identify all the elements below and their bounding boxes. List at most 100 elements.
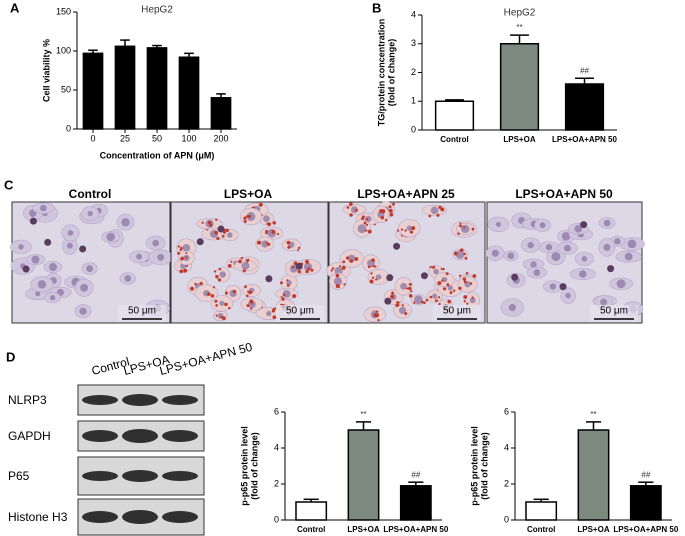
lipid (221, 234, 225, 238)
lipid (286, 240, 291, 245)
nucleus (530, 261, 537, 268)
nucleus (35, 291, 41, 297)
blot (77, 384, 205, 536)
band (122, 429, 158, 443)
lipid (185, 252, 188, 255)
nucleus (460, 224, 470, 234)
lipid (265, 231, 268, 235)
lipid (388, 208, 393, 213)
lipid (215, 218, 218, 221)
lipid (429, 295, 433, 299)
lipid (258, 202, 263, 207)
y-axis-label: (fold of change) (386, 39, 396, 107)
nucleus (357, 224, 367, 234)
lipid (465, 271, 469, 275)
lipid (185, 264, 189, 268)
lipid (374, 265, 377, 268)
dark-cell (265, 275, 273, 283)
lipid (210, 294, 215, 298)
band (82, 395, 118, 405)
dark-cell (217, 225, 225, 233)
lipid (335, 273, 340, 278)
lipid (244, 285, 247, 289)
lipid (225, 292, 228, 295)
panel-letter: B (372, 0, 381, 15)
x-tick-label: 0 (90, 133, 95, 143)
nucleus (333, 277, 343, 286)
lipid (413, 301, 416, 304)
lipid (245, 294, 249, 298)
nucleus (86, 265, 94, 272)
lipid (190, 286, 194, 291)
nucleus (286, 280, 292, 286)
lipid (438, 205, 442, 209)
nucleus (433, 268, 439, 275)
lipid (463, 226, 466, 229)
lipid (445, 272, 449, 276)
lipid (369, 279, 374, 284)
lipid (339, 265, 342, 268)
y-tick-label: 0 (274, 514, 279, 524)
x-tick-label: Control (527, 525, 555, 534)
nucleus (545, 243, 553, 251)
nucleus (549, 283, 556, 290)
lipid (286, 279, 289, 282)
nucleus (67, 230, 74, 236)
significance: ## (411, 470, 420, 479)
lipid (409, 230, 414, 234)
lipid (216, 236, 220, 241)
lipid (458, 286, 462, 290)
nucleus (495, 221, 501, 227)
panel-letter: D (6, 349, 15, 364)
lipid (380, 216, 385, 220)
lipid (280, 295, 283, 299)
lipid (361, 216, 365, 221)
lipid (215, 274, 219, 279)
lipid (250, 302, 254, 305)
lipid (459, 222, 462, 225)
y-tick-label: 150 (56, 6, 71, 16)
lipid (209, 224, 213, 227)
nucleus (600, 298, 608, 306)
lipid (453, 251, 458, 256)
y-tick-label: 1 (411, 96, 416, 106)
nucleus (87, 210, 93, 217)
lipid (214, 299, 218, 303)
lipid (207, 292, 211, 296)
scale-bg (590, 305, 638, 321)
scale-bar-label: 50 μm (443, 306, 471, 317)
lipid (222, 230, 226, 234)
dark-cell (384, 297, 392, 305)
bar (210, 97, 232, 130)
x-tick-label: 100 (181, 133, 196, 143)
nucleus (561, 231, 571, 241)
lipid (395, 304, 398, 307)
nucleus (182, 244, 191, 252)
lipid (411, 226, 416, 231)
nucleus (579, 270, 587, 278)
lipid (463, 280, 467, 284)
lipid (459, 224, 462, 228)
lipid (443, 287, 447, 291)
lipid (390, 294, 395, 299)
lipid (389, 212, 394, 217)
lipid (363, 221, 367, 225)
nucleus (262, 215, 270, 223)
lipid (343, 283, 346, 286)
nucleus (136, 253, 143, 260)
lipid (245, 215, 248, 218)
lipid (365, 223, 369, 227)
nucleus (157, 253, 165, 261)
lipid (292, 294, 297, 299)
lipid (247, 214, 252, 219)
lipid (349, 213, 353, 217)
lipid (230, 260, 233, 263)
y-tick-label: 0 (504, 514, 509, 524)
bar (564, 83, 605, 131)
bar (114, 45, 136, 130)
lipid (215, 304, 218, 307)
nucleus (469, 297, 476, 304)
band (162, 395, 198, 405)
x-tick-label: 25 (120, 133, 130, 143)
lipid (441, 279, 444, 282)
